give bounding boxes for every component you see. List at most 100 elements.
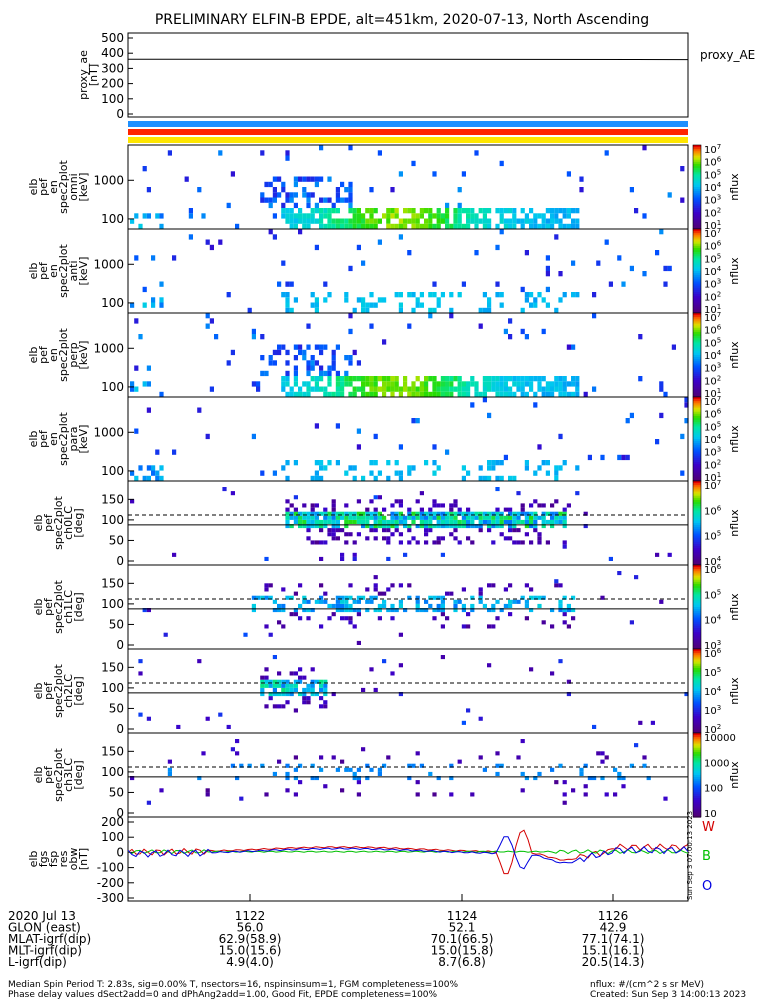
spectrogram-cell bbox=[356, 444, 361, 450]
pitch-angle-cell bbox=[571, 616, 576, 621]
spectrogram-cell bbox=[415, 218, 420, 224]
pitch-angle-cell bbox=[440, 624, 445, 629]
pitch-angle-cell bbox=[348, 616, 353, 621]
spectrogram-cell bbox=[344, 187, 349, 193]
pitch-angle-cell bbox=[310, 503, 315, 508]
pitch-angle-cell bbox=[230, 763, 235, 768]
spectrogram-cell bbox=[445, 218, 450, 224]
colorbar-segment bbox=[693, 720, 701, 724]
spectrogram-cell bbox=[478, 307, 483, 314]
pitch-angle-cell bbox=[419, 507, 424, 512]
spectrogram-cell bbox=[512, 376, 517, 382]
spectrogram-cell bbox=[361, 302, 366, 308]
pitch-angle-cell bbox=[285, 679, 290, 684]
colorbar-tick-label: 103 bbox=[704, 704, 721, 717]
spectrogram-cell bbox=[466, 208, 471, 214]
pitch-angle-cell bbox=[453, 599, 458, 604]
spectrogram-cell bbox=[369, 470, 374, 476]
pitch-angle-cell bbox=[386, 608, 391, 613]
colorbar-segment bbox=[693, 216, 701, 220]
pitch-angle-cell bbox=[524, 515, 529, 520]
pitch-angle-cell bbox=[415, 511, 420, 516]
colorbar bbox=[692, 396, 702, 482]
pitch-angle-cell bbox=[268, 595, 273, 600]
pitch-angle-cell bbox=[545, 540, 550, 545]
pitch-angle-cell bbox=[289, 515, 294, 520]
pitch-angle-cell bbox=[285, 776, 290, 781]
colorbar-tick-label: 107 bbox=[704, 479, 721, 492]
pitch-angle-cell bbox=[575, 491, 580, 496]
pitch-angle-cell bbox=[361, 515, 366, 520]
spectrogram-cell bbox=[419, 386, 424, 392]
pitch-angle-cell bbox=[243, 632, 248, 637]
pitch-angle-cell bbox=[348, 511, 353, 516]
pitch-angle-cell bbox=[487, 524, 492, 529]
spectrogram-cell bbox=[340, 391, 345, 398]
axis-ylabel: elb bbox=[27, 851, 40, 868]
pitch-angle-cell bbox=[251, 608, 256, 613]
spectrogram-cell bbox=[629, 187, 634, 193]
colorbar-segment bbox=[693, 514, 701, 518]
pitch-angle-cell bbox=[566, 692, 571, 697]
colorbar-segment bbox=[693, 655, 701, 658]
colorbar-segment bbox=[693, 361, 701, 364]
colorbar-segment bbox=[693, 569, 701, 572]
spectrogram-cell bbox=[474, 386, 479, 392]
pitch-angle-cell bbox=[566, 679, 571, 684]
colorbar-segment bbox=[693, 401, 701, 404]
pitch-angle-cell bbox=[293, 608, 298, 613]
spectrogram-cell bbox=[487, 465, 492, 471]
colorbar-segment bbox=[693, 808, 701, 812]
spectrogram-cell bbox=[524, 292, 529, 298]
spectrogram-cell bbox=[495, 381, 500, 387]
pitch-angle-cell bbox=[260, 675, 265, 680]
colorbar-segment bbox=[693, 149, 701, 152]
pitch-angle-cell bbox=[478, 519, 483, 524]
colorbar-tick-label: 105 bbox=[704, 336, 721, 349]
pitch-angle-cell bbox=[499, 532, 504, 537]
pitch-angle-cell bbox=[533, 511, 538, 516]
pitch-angle-cell bbox=[470, 608, 475, 613]
pitch-angle-cell bbox=[478, 511, 483, 516]
spectrogram-cell bbox=[575, 376, 580, 382]
spectrogram-cell bbox=[558, 218, 563, 224]
pitch-angle-cell bbox=[386, 528, 391, 533]
pitch-angle-cell bbox=[298, 524, 303, 529]
spectrogram-cell bbox=[146, 407, 151, 413]
pitch-angle-cell bbox=[394, 528, 399, 533]
pitch-angle-cell bbox=[281, 587, 286, 592]
spectrogram-cell bbox=[382, 391, 387, 398]
spectrogram-cell bbox=[377, 297, 382, 303]
colorbar-segment bbox=[693, 802, 701, 805]
spectrogram-cell bbox=[436, 302, 441, 308]
spectrogram-cell bbox=[608, 281, 613, 287]
colorbar-segment bbox=[693, 495, 701, 499]
spectrogram-cell bbox=[382, 386, 387, 392]
pitch-angle-cell bbox=[537, 515, 542, 520]
spectrogram-cell bbox=[432, 171, 437, 177]
colorbar-segment bbox=[693, 233, 701, 236]
pitch-angle-cell bbox=[344, 532, 349, 537]
colorbar-segment bbox=[693, 279, 701, 283]
pitch-angle-cell bbox=[499, 608, 504, 613]
spectrogram-en_anti bbox=[130, 229, 672, 314]
pitch-angle-cell bbox=[403, 519, 408, 524]
pitch-angle-cell bbox=[344, 524, 349, 529]
spectrogram-cell bbox=[445, 449, 450, 455]
pitch-angle-cell bbox=[419, 763, 424, 768]
pitch-angle-cell bbox=[281, 692, 286, 697]
spectrogram-cell bbox=[310, 192, 315, 198]
spectrogram-cell bbox=[449, 313, 454, 319]
spectrogram-cell bbox=[289, 386, 294, 392]
colorbar-tick-label: 100 bbox=[704, 784, 723, 795]
spectrogram-cell bbox=[348, 360, 353, 366]
spectrogram-cell bbox=[642, 145, 647, 151]
colorbar-segment bbox=[693, 426, 701, 430]
axis-ylabel: spec2plot bbox=[52, 580, 65, 634]
axis-ylabel: [keV] bbox=[77, 425, 90, 454]
orbit-status-bar bbox=[128, 121, 688, 127]
tick-row-label: L-igrf(dip) bbox=[8, 955, 67, 969]
proxy-ae-right-label: proxy_AE bbox=[700, 48, 755, 62]
spectrogram-cell bbox=[508, 334, 513, 340]
spectrogram-cell bbox=[398, 307, 403, 314]
